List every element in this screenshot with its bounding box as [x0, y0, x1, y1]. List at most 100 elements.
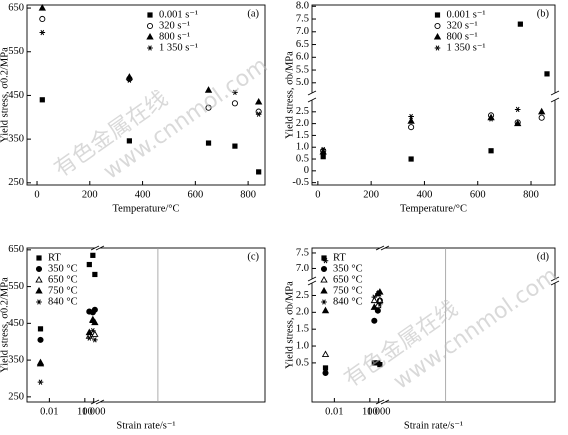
y-tick-label: 7.0: [296, 263, 309, 274]
x-tick-label: 100: [77, 406, 93, 417]
legend-marker: [146, 32, 154, 40]
marker: [126, 77, 133, 83]
axis-break: [90, 245, 100, 251]
legend-label: 650 °C: [48, 274, 78, 285]
x-tick-label: 1 000: [82, 406, 106, 417]
y-tick-label: 2.5: [296, 290, 309, 301]
marker: [370, 303, 378, 310]
y-tick-label: 0.5: [296, 357, 309, 368]
x-tick-label: 400: [135, 189, 151, 200]
y-tick-label: 7.5: [296, 247, 309, 258]
axis-break: [550, 97, 560, 103]
marker: [488, 148, 494, 154]
axis-break: [95, 399, 105, 405]
y-tick-label: 550: [8, 46, 24, 57]
x-tick-label: 1 000: [367, 406, 391, 417]
axis-break: [380, 245, 390, 251]
marker: [126, 138, 132, 144]
legend-label: 1 350 s⁻¹: [447, 42, 486, 53]
y-tick-label: 1.0: [296, 142, 309, 153]
axis-break: [95, 399, 100, 405]
y-axis-title: Yield stress, σb/MPa: [284, 281, 295, 369]
axis-break: [552, 279, 558, 283]
marker: [37, 379, 44, 385]
axis-break: [307, 97, 317, 103]
legend-label: 350 °C: [333, 263, 363, 274]
marker: [371, 294, 378, 300]
legend-marker: [35, 265, 43, 273]
marker: [86, 261, 92, 268]
panel-label: (c): [247, 251, 259, 262]
y-tick-label: 350: [8, 355, 24, 366]
legend-label: 840 °C: [333, 296, 363, 307]
marker: [86, 335, 93, 341]
marker: [408, 124, 415, 131]
legend-label: 750 °C: [48, 285, 78, 296]
x-tick-label: 100: [362, 406, 378, 417]
marker: [375, 291, 381, 297]
marker: [255, 111, 262, 117]
panel-label: (b): [537, 8, 550, 19]
legend-label: 800 s⁻¹: [447, 31, 478, 42]
marker: [514, 119, 522, 127]
y-tick-label: 650: [8, 244, 24, 255]
marker: [256, 169, 262, 175]
marker: [514, 106, 521, 113]
x-axis-title: Temperature/°C: [400, 203, 467, 214]
marker: [320, 146, 326, 153]
panel-label: (d): [537, 251, 550, 262]
legend-label: 320 s⁻¹: [159, 20, 190, 31]
marker: [91, 318, 99, 326]
marker: [538, 114, 545, 121]
x-tick-label: 0: [315, 189, 320, 200]
axis-break: [309, 93, 315, 100]
axis-break: [307, 276, 317, 282]
y-axis-title: Yield stress, σ0.2/MPa: [0, 47, 10, 143]
marker: [377, 361, 383, 368]
y-tick-label: 2.0: [296, 307, 309, 318]
axis-break: [95, 245, 105, 251]
legend-marker: [36, 299, 42, 305]
y-axis-title: Yield stress, σb/MPa: [284, 51, 295, 139]
axis-break: [552, 93, 558, 100]
legend-label: RT: [333, 252, 346, 263]
marker: [371, 317, 378, 324]
y-tick-label: 250: [8, 391, 24, 402]
panel-label: (a): [247, 8, 259, 19]
legend-marker: [321, 299, 327, 305]
marker: [377, 301, 383, 307]
y-tick-label: 5.5: [296, 64, 309, 75]
axis-break: [550, 90, 560, 96]
y-tick-label: 2.5: [296, 106, 309, 117]
marker: [36, 359, 45, 367]
marker: [322, 365, 329, 371]
x-tick-label: 0: [34, 189, 39, 200]
x-tick-label: 0.01: [325, 406, 343, 417]
x-tick-label: 800: [523, 189, 539, 200]
axis-break: [375, 399, 385, 405]
marker: [322, 369, 329, 377]
axis-break: [550, 276, 560, 282]
marker: [408, 156, 414, 162]
marker: [321, 350, 330, 358]
plot-frame: [311, 4, 556, 186]
y-tick-label: 250: [8, 177, 24, 188]
marker: [204, 86, 213, 93]
y-tick-label: 1.5: [296, 324, 309, 335]
x-tick-label: 800: [240, 189, 256, 200]
axis-break: [90, 399, 100, 405]
y-tick-label: 7.5: [296, 13, 309, 24]
marker: [90, 252, 96, 258]
y-tick-label: 8.0: [296, 1, 309, 12]
axis-break: [380, 245, 385, 251]
axis-break: [375, 245, 385, 251]
marker: [538, 107, 546, 115]
axis-break: [307, 280, 317, 286]
x-tick-label: 0.01: [40, 406, 58, 417]
axis-break: [309, 279, 315, 283]
axis-break: [550, 280, 560, 286]
legend-label: 320 s⁻¹: [447, 20, 478, 31]
legend-label: 1 350 s⁻¹: [159, 42, 198, 53]
marker: [39, 97, 45, 103]
y-tick-label: 550: [8, 281, 24, 292]
